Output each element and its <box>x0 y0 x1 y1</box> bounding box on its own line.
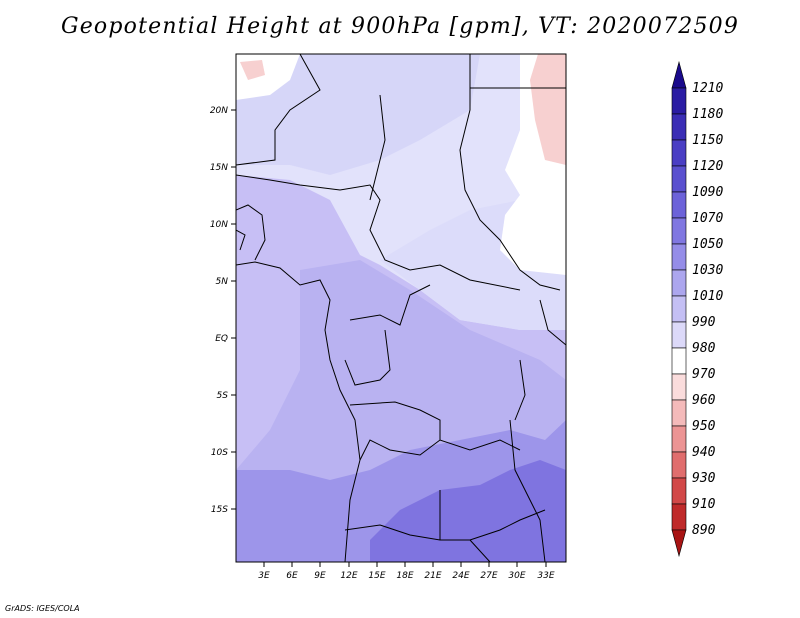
lat-label-20n: 20N <box>210 106 228 116</box>
colorbar-label: 960 <box>692 393 716 408</box>
lon-label-15e: 15E <box>368 571 385 581</box>
colorbar-label: 910 <box>692 497 716 512</box>
colorbar-swatch <box>671 477 687 505</box>
colorbar-swatch <box>671 399 687 427</box>
lat-label-eq: EQ <box>215 334 228 344</box>
colorbar-label: 1010 <box>692 289 723 304</box>
lon-ticks <box>263 562 547 567</box>
colorbar-arrow-bottom <box>671 529 687 558</box>
red-patch-ne <box>530 54 566 165</box>
colorbar-label: 970 <box>692 367 716 382</box>
colorbar-label: 1050 <box>692 237 723 252</box>
colorbar-label: 990 <box>692 315 716 330</box>
colorbar-label: 1180 <box>692 107 723 122</box>
lon-label-6e: 6E <box>286 571 298 581</box>
colorbar-swatch <box>671 217 687 245</box>
lon-labels: 3E 6E 9E 12E 15E 18E 21E 24E 27E 30E 33E <box>258 571 555 581</box>
colorbar-swatch <box>671 321 687 349</box>
colorbar-arrow-top <box>671 60 687 89</box>
colorbar-swatch <box>671 425 687 453</box>
colorbar-label: 1120 <box>692 159 723 174</box>
colorbar-label: 1150 <box>692 133 723 148</box>
lat-label-15s: 15S <box>211 505 228 515</box>
lon-label-12e: 12E <box>340 571 357 581</box>
north-pale-fill <box>236 54 480 175</box>
map-frame <box>235 53 567 563</box>
colorbar-swatch <box>671 87 687 115</box>
colorbar-label: 930 <box>692 471 716 486</box>
colorbar-swatch <box>671 269 687 297</box>
lon-label-27e: 27E <box>480 571 497 581</box>
lat-label-15n: 15N <box>210 163 228 173</box>
map-title: Geopotential Height at 900hPa [gpm], VT:… <box>60 14 740 39</box>
grads-credit: GrADS: IGES/COLA <box>5 604 80 613</box>
lon-label-33e: 33E <box>537 571 554 581</box>
colorbar-label: 1030 <box>692 263 723 278</box>
lat-label-5n: 5N <box>216 277 229 287</box>
colorbar-label: 1090 <box>692 185 723 200</box>
lon-label-21e: 21E <box>424 571 441 581</box>
colorbar-label: 980 <box>692 341 716 356</box>
lon-label-18e: 18E <box>396 571 413 581</box>
lon-label-24e: 24E <box>452 571 469 581</box>
colorbar-swatch <box>671 295 687 323</box>
colorbar-swatch <box>671 191 687 219</box>
red-patch-nw <box>240 60 265 80</box>
colorbar-swatch <box>671 243 687 271</box>
colorbar-label: 1210 <box>692 81 723 96</box>
colorbar-label: 890 <box>692 523 716 538</box>
colorbar-swatch <box>671 503 687 531</box>
colorbar-label: 1070 <box>692 211 723 226</box>
colorbar-swatch <box>671 165 687 193</box>
lon-label-30e: 30E <box>508 571 525 581</box>
lat-ticks <box>231 109 236 510</box>
lon-label-3e: 3E <box>258 571 270 581</box>
borders <box>236 54 566 562</box>
colorbar-label: 940 <box>692 445 716 460</box>
lat-label-10s: 10S <box>211 448 228 458</box>
lat-label-5s: 5S <box>217 391 229 401</box>
colorbar-swatch <box>671 373 687 401</box>
colorbar-swatch <box>671 113 687 141</box>
colorbar-label: 950 <box>692 419 716 434</box>
map-fill <box>236 54 566 562</box>
colorbar-swatch <box>671 347 687 375</box>
colorbar-swatch <box>671 451 687 479</box>
lon-label-9e: 9E <box>314 571 326 581</box>
colorbar-swatch <box>671 139 687 167</box>
lat-labels: 20N 15N 10N 5N EQ 5S 10S 15S <box>210 106 228 515</box>
lat-label-10n: 10N <box>210 220 228 230</box>
colorbar: 1210 1180 1150 1120 1090 1070 1050 1030 1010 990 9… <box>671 60 723 558</box>
